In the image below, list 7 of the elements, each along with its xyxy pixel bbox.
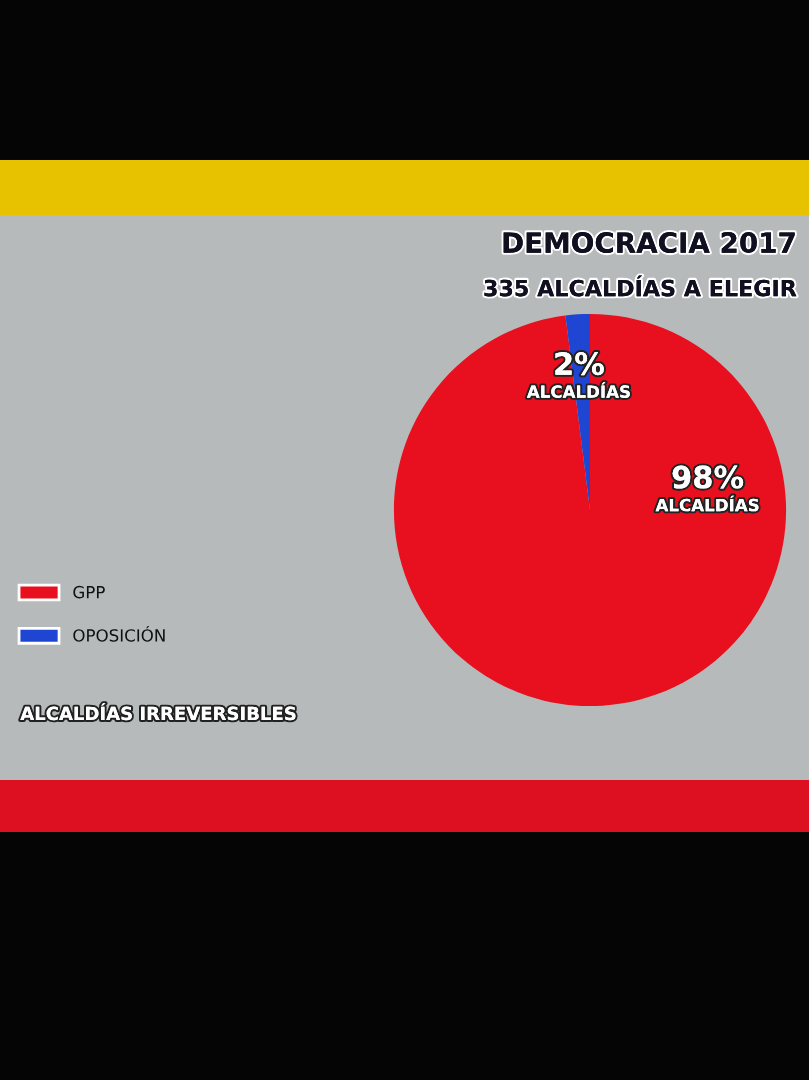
pie-slice xyxy=(393,313,787,707)
legend-label: GPP xyxy=(73,585,105,599)
legend-label: OPOSICIÓN xyxy=(73,626,165,642)
text: ALCALDÍAS IRREVERSIBLES xyxy=(20,703,296,721)
chart-title: DEMOCRACIA 2017 xyxy=(503,232,795,254)
data-label: 98% ALCALDÍAS xyxy=(655,465,759,512)
chart-subtitle: 335 ALCALDÍAS A ELEGIR xyxy=(484,275,797,297)
